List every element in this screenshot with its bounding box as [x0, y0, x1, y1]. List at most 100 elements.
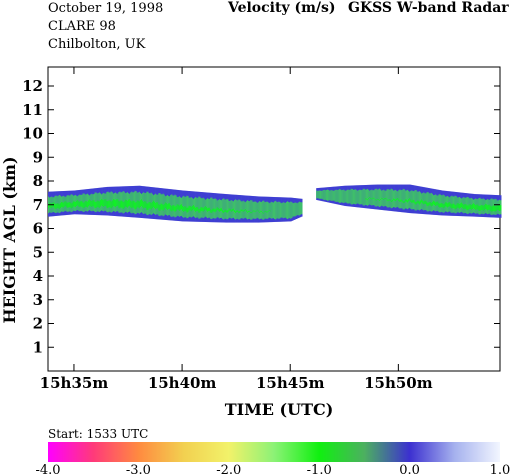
velocity-bin: [262, 212, 264, 214]
velocity-bin: [168, 203, 170, 209]
header-campaign: CLARE 98: [48, 19, 116, 34]
colorbar-tick-label: -1.0: [307, 463, 332, 476]
velocity-bin: [278, 201, 280, 219]
velocity-bin: [262, 200, 264, 220]
velocity-bin: [292, 203, 294, 217]
velocity-bin: [364, 189, 367, 205]
velocity-bin: [383, 198, 385, 200]
velocity-bin: [66, 202, 68, 208]
velocity-bin: [265, 211, 267, 212]
velocity-bin: [286, 201, 289, 219]
velocity-bin: [388, 199, 391, 201]
velocity-bin: [363, 188, 366, 206]
velocity-bin: [203, 207, 206, 211]
velocity-bin: [163, 203, 166, 210]
velocity-bin: [58, 194, 61, 214]
velocity-bin: [458, 204, 461, 209]
velocity-bin: [86, 201, 89, 208]
velocity-bin: [344, 190, 346, 203]
velocity-bin: [483, 205, 486, 211]
velocity-bin: [321, 190, 324, 199]
velocity-bin: [85, 201, 88, 207]
velocity-bin: [142, 200, 144, 208]
velocity-bin: [397, 198, 399, 200]
colorbar-tick-label: -3.0: [126, 463, 151, 476]
velocity-bin: [192, 205, 195, 210]
velocity-bin: [294, 202, 297, 217]
velocity-bin: [347, 189, 350, 204]
velocity-bin: [70, 194, 73, 213]
velocity-bin: [121, 200, 124, 208]
velocity-bin: [487, 205, 489, 211]
velocity-bin: [382, 190, 384, 207]
velocity-bin: [453, 203, 455, 209]
velocity-bin: [184, 206, 186, 212]
velocity-bin: [159, 204, 161, 211]
velocity-bin: [337, 189, 340, 203]
velocity-bin: [349, 189, 352, 204]
velocity-bin: [212, 208, 214, 212]
velocity-bin: [484, 203, 487, 209]
velocity-bin: [233, 200, 236, 219]
velocity-bin: [252, 210, 254, 212]
velocity-bin: [444, 202, 447, 207]
velocity-bin: [401, 199, 404, 202]
velocity-bin: [365, 189, 368, 206]
velocity-bin: [93, 200, 95, 207]
velocity-bin: [298, 201, 301, 216]
velocity-bin: [377, 189, 380, 207]
velocity-bin: [465, 204, 467, 209]
velocity-bin: [279, 201, 281, 219]
velocity-bin: [323, 189, 326, 200]
velocity-bin: [89, 199, 91, 206]
velocity-bin: [200, 207, 202, 212]
velocity-bin: [183, 207, 185, 212]
velocity-bin: [187, 207, 189, 213]
velocity-bin: [215, 208, 218, 212]
velocity-bin: [482, 205, 485, 211]
velocity-bin: [415, 201, 418, 205]
velocity-bin: [283, 202, 286, 218]
velocity-bin: [171, 194, 173, 218]
velocity-bin: [230, 200, 233, 219]
velocity-bin: [403, 189, 406, 210]
velocity-bin: [67, 202, 69, 208]
velocity-bin: [417, 200, 420, 204]
velocity-bin: [162, 204, 165, 211]
velocity-bin: [205, 207, 208, 211]
velocity-bin: [463, 204, 465, 210]
velocity-bin: [416, 200, 419, 204]
velocity-bin: [112, 199, 115, 206]
velocity-bin: [272, 202, 275, 219]
velocity-bin: [254, 211, 257, 213]
velocity-bin: [188, 205, 191, 211]
velocity-bin: [146, 203, 148, 210]
velocity-bin: [169, 203, 171, 209]
velocity-bin: [403, 200, 406, 203]
velocity-bin: [271, 202, 274, 219]
velocity-bin: [328, 189, 330, 201]
velocity-bin: [277, 202, 279, 219]
y-tick-label: 1: [33, 338, 43, 356]
chart-title: Velocity (m/s): [227, 0, 336, 16]
velocity-bin: [452, 203, 454, 208]
velocity-bin: [100, 198, 103, 206]
velocity-bin: [392, 198, 395, 201]
velocity-bin: [384, 198, 386, 200]
velocity-bin: [232, 208, 235, 211]
velocity-bin: [395, 189, 397, 208]
velocity-bin: [365, 198, 368, 200]
velocity-bin: [250, 200, 252, 220]
y-axis-title: HEIGHT AGL (km): [0, 156, 19, 323]
velocity-bin: [491, 206, 493, 212]
velocity-bin: [199, 208, 201, 213]
velocity-bin: [183, 195, 185, 218]
velocity-bin: [50, 203, 52, 208]
velocity-bin: [417, 191, 420, 210]
velocity-bin: [126, 200, 129, 208]
velocity-bin: [219, 208, 222, 212]
velocity-bin: [204, 206, 207, 210]
velocity-bin: [386, 189, 388, 208]
velocity-bin: [443, 203, 446, 208]
